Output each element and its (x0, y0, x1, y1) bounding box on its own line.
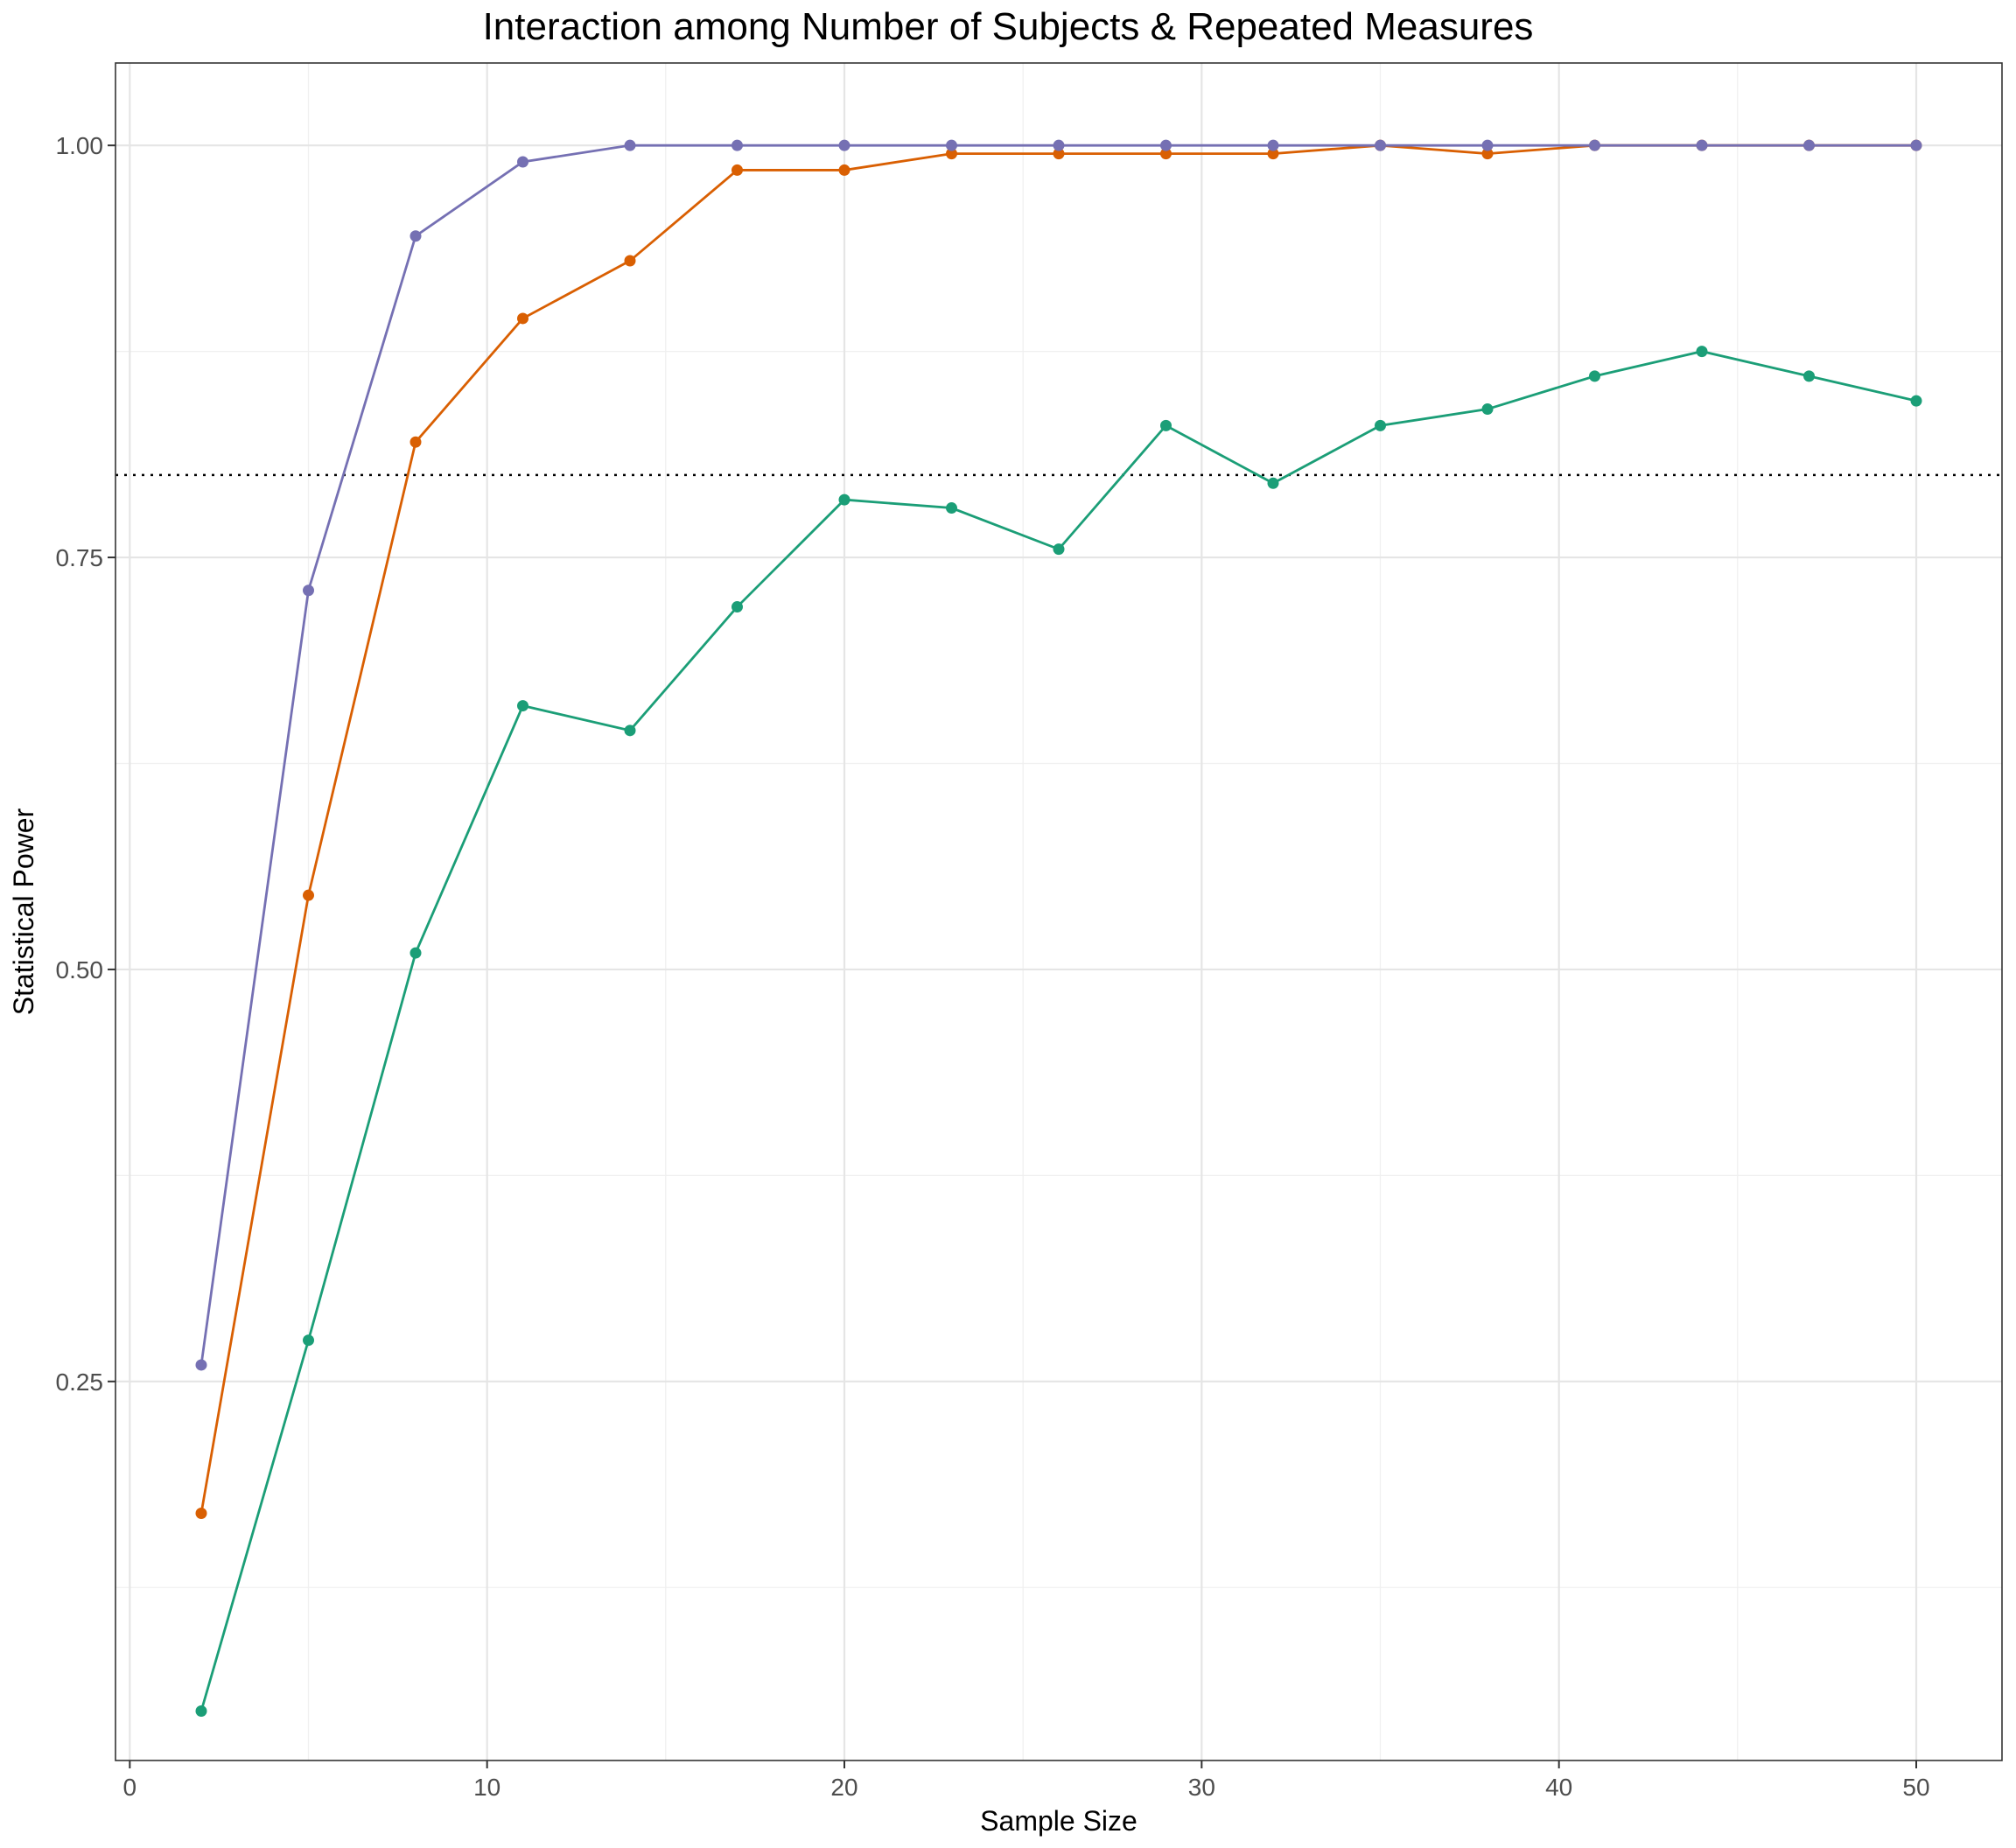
data-point (517, 156, 528, 168)
data-point (1910, 139, 1922, 151)
y-tick-label: 1.00 (56, 132, 104, 159)
x-axis: 0 10 20 30 40 50 (123, 1760, 1930, 1801)
chart-title: Interaction among Number of Subjects & R… (483, 5, 1534, 48)
data-point (732, 164, 743, 176)
data-point (1481, 148, 1494, 160)
data-point (1589, 370, 1600, 382)
data-point (303, 584, 314, 597)
y-axis-label: Statistical Power (8, 808, 39, 1015)
data-point (517, 312, 528, 325)
data-point (410, 230, 422, 242)
series-3 (195, 139, 1922, 1371)
x-tick-label: 30 (1188, 1774, 1215, 1801)
data-point (1267, 477, 1279, 489)
data-point (732, 601, 743, 613)
data-point (838, 494, 850, 506)
data-point (624, 255, 636, 267)
x-axis-label: Sample Size (980, 1805, 1138, 1837)
x-tick-label: 40 (1545, 1774, 1572, 1801)
x-tick-label: 20 (830, 1774, 858, 1801)
data-point (410, 436, 422, 448)
data-point (517, 700, 528, 712)
data-point (410, 947, 422, 959)
series-group (195, 139, 1922, 1717)
data-point (1160, 139, 1172, 151)
data-point (1375, 139, 1386, 151)
data-point (1803, 370, 1815, 382)
data-point (624, 724, 636, 737)
y-tick-label: 0.25 (56, 1368, 104, 1396)
data-point (195, 1507, 207, 1519)
data-point (1696, 346, 1708, 358)
data-point (1696, 139, 1708, 151)
data-point (1481, 139, 1494, 151)
data-point (1053, 543, 1065, 556)
data-point (946, 139, 957, 151)
y-tick-label: 0.50 (56, 956, 104, 984)
data-point (1267, 148, 1279, 160)
data-point (624, 139, 636, 151)
data-point (195, 1359, 207, 1371)
data-point (838, 139, 850, 151)
data-point (732, 139, 743, 151)
data-point (1160, 419, 1172, 431)
x-tick-label: 50 (1902, 1774, 1929, 1801)
data-point (303, 889, 314, 901)
data-point (1160, 148, 1172, 160)
data-point (1375, 419, 1386, 431)
data-point (1267, 139, 1279, 151)
y-tick-label: 0.75 (56, 544, 104, 571)
panel-border (115, 62, 2003, 1761)
x-tick-label: 0 (123, 1774, 137, 1801)
data-point (1910, 395, 1922, 407)
data-point (946, 502, 957, 514)
data-point (1053, 139, 1065, 151)
data-point (1481, 403, 1494, 416)
data-point (1589, 139, 1600, 151)
y-axis: 0.25 0.50 0.75 1.00 (56, 132, 116, 1396)
data-point (946, 148, 957, 160)
data-point (195, 1704, 207, 1717)
data-point (1803, 139, 1815, 151)
data-point (303, 1334, 314, 1347)
data-point (838, 164, 850, 176)
series-1 (195, 346, 1922, 1717)
x-tick-label: 10 (473, 1774, 500, 1801)
data-point (1053, 148, 1065, 160)
